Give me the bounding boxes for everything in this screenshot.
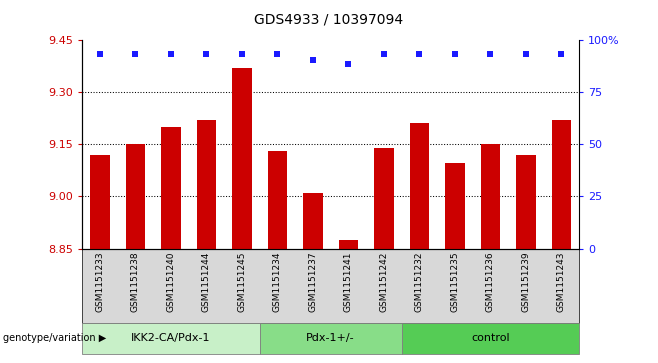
Text: genotype/variation ▶: genotype/variation ▶ (3, 334, 107, 343)
Bar (339, 240, 358, 249)
Bar (551, 120, 571, 249)
Bar (161, 127, 181, 249)
Bar (409, 123, 429, 249)
Text: GDS4933 / 10397094: GDS4933 / 10397094 (255, 13, 403, 27)
Bar (516, 155, 536, 249)
Text: IKK2-CA/Pdx-1: IKK2-CA/Pdx-1 (131, 334, 211, 343)
Text: Pdx-1+/-: Pdx-1+/- (307, 334, 355, 343)
Bar (445, 163, 465, 249)
Bar (126, 144, 145, 249)
Bar (90, 155, 110, 249)
Bar (268, 151, 287, 249)
Bar (197, 120, 216, 249)
Bar (232, 68, 252, 249)
Bar (374, 148, 393, 249)
Bar (303, 193, 322, 249)
Bar (480, 144, 500, 249)
Text: control: control (471, 334, 510, 343)
